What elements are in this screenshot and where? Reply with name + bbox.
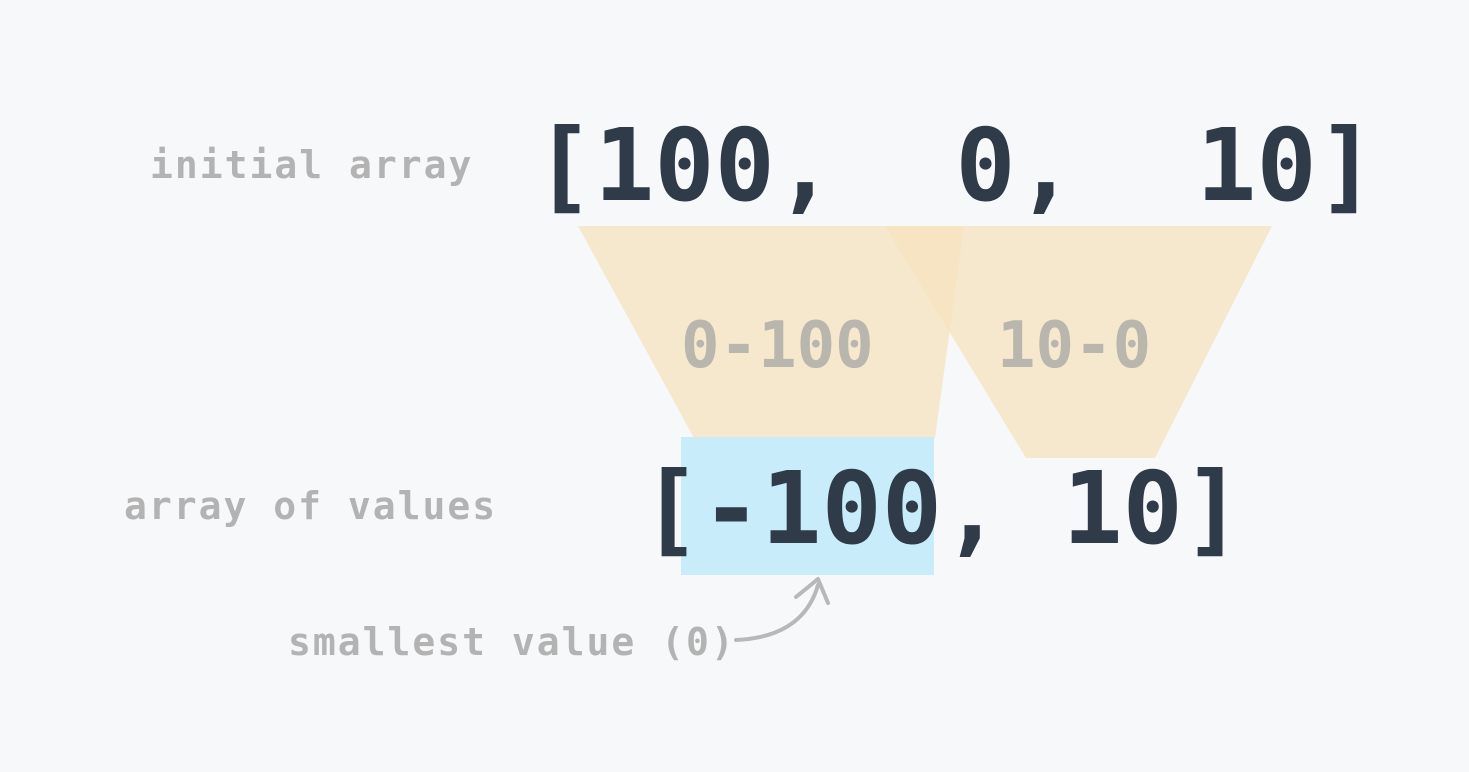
array-of-values-label: array of values xyxy=(124,484,498,528)
difference-trapezoid-left xyxy=(578,226,964,438)
smallest-value-label: smallest value (0) xyxy=(288,620,736,664)
difference-label-right: 10-0 xyxy=(997,309,1152,383)
difference-label-left: 0-100 xyxy=(681,309,874,383)
values-array-rest: , 10] xyxy=(942,450,1244,567)
smallest-value: -100 xyxy=(701,450,943,567)
values-array: [-100, 10] xyxy=(641,459,1243,559)
initial-array: [100, 0, 10] xyxy=(534,107,1377,224)
initial-array-label: initial array xyxy=(150,143,474,187)
values-array-open-bracket: [ xyxy=(641,450,702,567)
difference-trapezoid-right xyxy=(885,226,1272,458)
smallest-value-highlight xyxy=(681,437,934,575)
